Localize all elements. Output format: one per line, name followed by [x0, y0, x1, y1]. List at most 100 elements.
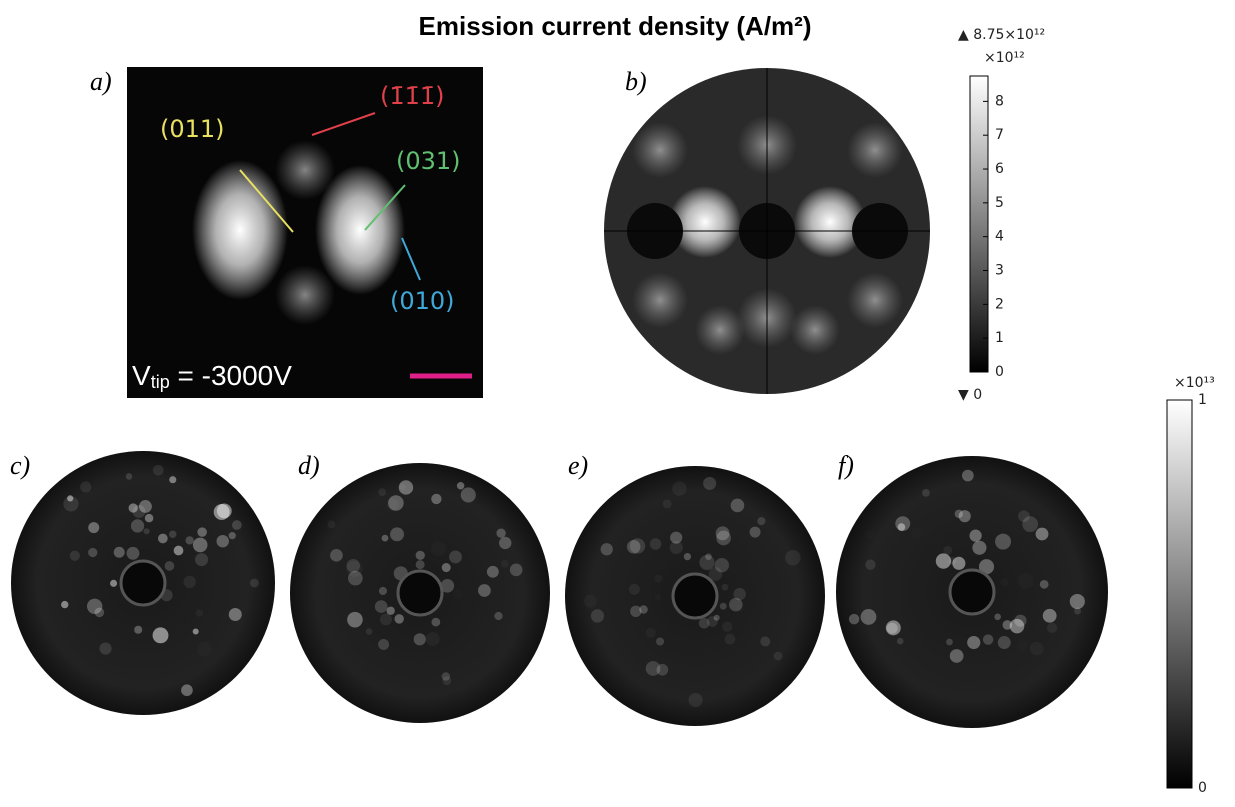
spot	[250, 579, 259, 588]
spot	[158, 534, 168, 544]
spot	[632, 272, 688, 328]
spot	[946, 639, 953, 646]
panel-label: b)	[625, 67, 647, 96]
ring	[121, 561, 165, 605]
spot	[375, 600, 388, 613]
spot	[716, 526, 730, 540]
spot	[196, 609, 204, 617]
spot	[461, 487, 476, 502]
spot	[591, 609, 604, 622]
spot	[169, 530, 177, 538]
tick-label: 1	[1198, 392, 1207, 408]
spot	[599, 652, 613, 666]
tick-label: 0	[995, 364, 1004, 380]
spot	[184, 576, 196, 588]
spot	[1047, 623, 1057, 633]
tick-label: 1	[995, 330, 1004, 346]
tick-label: 3	[995, 263, 1004, 279]
spot	[1022, 516, 1038, 532]
spot	[1001, 578, 1009, 586]
figure: Emission current density (A/m²) a) (011)…	[0, 0, 1235, 802]
spot	[655, 594, 662, 601]
panel-label: e)	[568, 451, 588, 480]
spot	[185, 536, 193, 544]
colorbar	[1167, 400, 1192, 788]
spot	[943, 546, 952, 555]
spot	[99, 643, 111, 655]
spot	[378, 639, 389, 650]
spot	[724, 634, 735, 645]
voltage-subscript: tip	[151, 372, 170, 392]
spot	[232, 520, 242, 530]
spot	[501, 560, 509, 568]
spot	[898, 523, 906, 531]
spot	[153, 465, 164, 476]
spot	[715, 558, 729, 572]
spot	[181, 684, 193, 696]
annotation: (010)	[390, 287, 455, 315]
colorbar-min: ▼ 0	[958, 387, 982, 403]
spot	[416, 560, 425, 569]
spot	[646, 661, 661, 676]
spot	[736, 604, 744, 612]
tick-label: 8	[995, 93, 1004, 109]
spot	[1040, 580, 1049, 589]
tick-label: 6	[995, 161, 1004, 177]
spot	[328, 520, 336, 528]
spot	[983, 634, 993, 644]
annotation: (031)	[396, 147, 461, 175]
spot	[629, 584, 640, 595]
spot	[1070, 594, 1085, 609]
spot	[127, 547, 140, 560]
spot	[229, 608, 242, 621]
spot	[110, 580, 117, 587]
spot	[672, 481, 687, 496]
spot	[886, 620, 901, 635]
spot	[994, 613, 1001, 620]
spot	[192, 160, 288, 300]
panel-label: c)	[10, 451, 30, 480]
colorbar-multiplier: ×10¹³	[1174, 375, 1215, 391]
spot	[722, 584, 729, 591]
spot	[510, 564, 523, 577]
spot	[416, 551, 425, 560]
spot	[394, 614, 403, 623]
spot	[449, 550, 462, 563]
ring	[398, 571, 442, 615]
spot	[847, 272, 903, 328]
tick-label: 4	[995, 229, 1004, 245]
spot	[347, 612, 363, 628]
spot	[646, 628, 656, 638]
annotation: (1̄1̄1̄)	[380, 82, 445, 110]
spot	[195, 553, 208, 566]
spot	[627, 540, 641, 554]
voltage-value: = -3000V	[170, 360, 293, 391]
spot	[689, 693, 703, 707]
spot	[366, 628, 373, 635]
spot	[950, 649, 964, 663]
spot	[426, 632, 440, 646]
spot	[348, 571, 363, 586]
spot	[144, 528, 150, 534]
tick-label: 0	[1198, 780, 1207, 796]
spot	[448, 607, 455, 614]
spot	[584, 595, 597, 608]
spot	[1018, 573, 1034, 589]
spot	[453, 588, 463, 598]
spot	[630, 606, 641, 617]
spot	[214, 504, 230, 520]
spot	[478, 584, 491, 597]
spot	[760, 636, 770, 646]
spot	[911, 528, 921, 538]
spot	[275, 140, 335, 200]
spot	[193, 538, 208, 553]
spot	[962, 470, 974, 482]
spot	[774, 652, 783, 661]
spot	[134, 626, 142, 634]
spot	[750, 527, 761, 538]
ring	[950, 570, 994, 614]
spot	[865, 530, 874, 539]
spot	[70, 551, 80, 561]
spot	[145, 514, 153, 522]
spot	[487, 566, 499, 578]
